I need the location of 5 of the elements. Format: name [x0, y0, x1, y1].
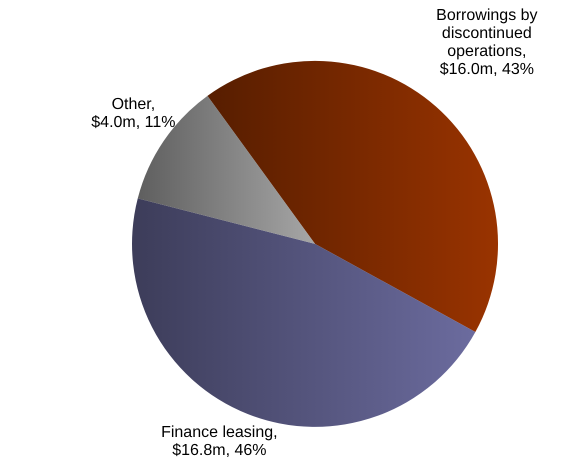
pie-slice [207, 60, 498, 332]
slice-label: Finance leasing, $16.8m, 46% [160, 424, 279, 460]
slice-label: Borrowings by discontinued operations, $16.0m, 43% [435, 6, 539, 79]
slice-label: Other, $4.0m, 11% [90, 96, 176, 132]
pie-slice [132, 198, 476, 427]
